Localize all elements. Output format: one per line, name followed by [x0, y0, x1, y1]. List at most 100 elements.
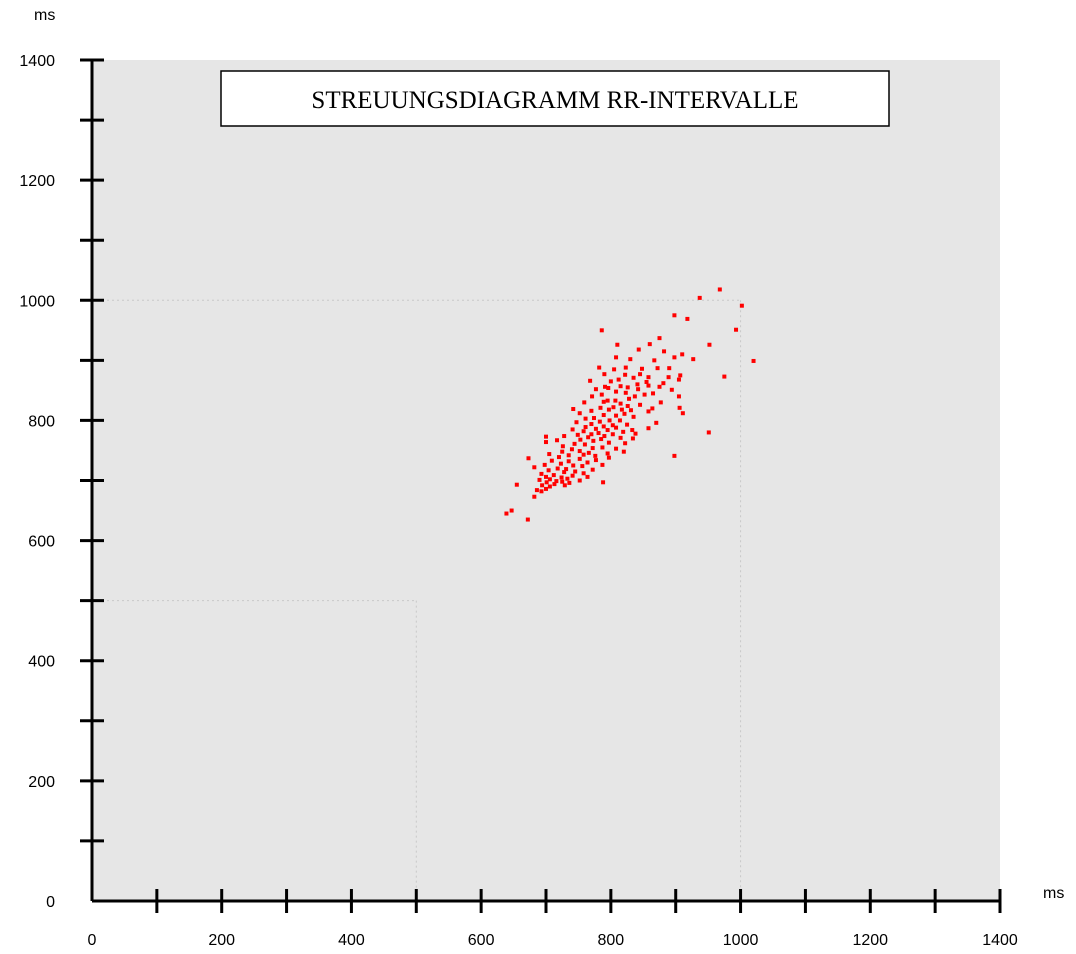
data-point: [532, 465, 537, 470]
data-point: [552, 482, 557, 487]
data-point: [678, 373, 683, 378]
data-point: [636, 387, 641, 392]
data-point: [612, 367, 617, 372]
data-point: [593, 453, 598, 458]
data-point: [677, 405, 682, 410]
data-point: [539, 489, 544, 494]
y-tick-label: 0: [46, 894, 55, 911]
data-point: [600, 445, 605, 450]
y-tick-label: 1200: [19, 173, 55, 190]
data-point: [611, 405, 616, 410]
data-point: [607, 418, 612, 423]
data-point: [661, 381, 666, 386]
data-point: [601, 413, 606, 418]
data-point: [560, 479, 565, 484]
data-point: [539, 471, 544, 476]
data-point: [625, 385, 630, 390]
data-point: [676, 394, 681, 399]
data-points: [504, 287, 756, 522]
data-point: [578, 437, 583, 442]
x-tick-label: 0: [88, 932, 97, 949]
data-point: [606, 385, 611, 390]
data-point: [601, 399, 606, 404]
data-point: [614, 446, 619, 451]
x-tick-label: 1400: [982, 932, 1018, 949]
data-point: [554, 479, 559, 484]
data-point: [608, 379, 613, 384]
data-point: [691, 357, 696, 362]
data-point: [618, 384, 623, 389]
data-point: [680, 352, 685, 357]
data-point: [630, 428, 635, 433]
data-point: [631, 375, 636, 380]
data-point: [559, 475, 564, 480]
data-point: [606, 407, 611, 412]
data-point: [547, 484, 552, 489]
data-point: [669, 387, 674, 392]
data-point: [655, 366, 660, 371]
data-point: [566, 453, 571, 458]
data-point: [575, 432, 580, 437]
x-tick-label: 800: [598, 932, 625, 949]
data-point: [621, 429, 626, 434]
data-point: [638, 402, 643, 407]
data-point: [628, 357, 633, 362]
data-point: [605, 451, 610, 456]
data-point: [657, 336, 662, 341]
ticks: 0 200 400 600 800 1000 1200 1400 0 200 400 600 800 10…: [19, 53, 1017, 949]
data-point: [555, 466, 560, 471]
data-point: [610, 423, 615, 428]
data-point: [644, 379, 649, 384]
data-point: [571, 463, 576, 468]
data-point: [623, 390, 628, 395]
data-point: [569, 447, 574, 452]
data-point: [599, 392, 604, 397]
data-point: [566, 459, 571, 464]
data-point: [646, 383, 651, 388]
data-point: [574, 420, 579, 425]
data-point: [657, 384, 662, 389]
data-point: [547, 452, 552, 457]
data-point: [573, 469, 578, 474]
data-point: [549, 458, 554, 463]
reference-lines: [92, 299, 742, 901]
x-tick-label: 1200: [852, 932, 888, 949]
x-axis-label: ms: [1043, 885, 1064, 902]
data-point: [639, 366, 644, 371]
data-point: [577, 456, 582, 461]
data-point: [509, 508, 514, 513]
data-point: [625, 422, 630, 427]
data-point: [570, 427, 575, 432]
data-point: [599, 437, 604, 442]
data-point: [544, 474, 548, 479]
data-point: [599, 328, 604, 333]
data-point: [593, 426, 598, 431]
data-point: [562, 483, 567, 488]
data-point: [614, 355, 619, 360]
x-tick-label: 600: [468, 932, 495, 949]
data-point: [581, 452, 586, 457]
data-point: [577, 478, 582, 483]
data-point: [598, 405, 603, 410]
data-point: [662, 349, 667, 354]
data-point: [625, 404, 630, 409]
y-tick-label: 600: [28, 534, 55, 551]
x-tick-label: 200: [208, 932, 235, 949]
data-point: [614, 413, 619, 418]
data-point: [606, 440, 611, 445]
data-point: [646, 426, 651, 431]
data-point: [580, 464, 585, 469]
data-point: [636, 347, 641, 352]
data-point: [583, 425, 588, 430]
data-point: [618, 401, 623, 406]
data-point: [751, 358, 756, 363]
data-point: [603, 384, 608, 389]
data-point: [577, 411, 582, 416]
data-point: [734, 327, 739, 332]
data-point: [617, 418, 622, 423]
data-point: [606, 455, 611, 460]
y-tick-label: 200: [28, 774, 55, 791]
data-point: [547, 477, 552, 482]
data-point: [565, 476, 570, 481]
data-point: [597, 365, 602, 370]
